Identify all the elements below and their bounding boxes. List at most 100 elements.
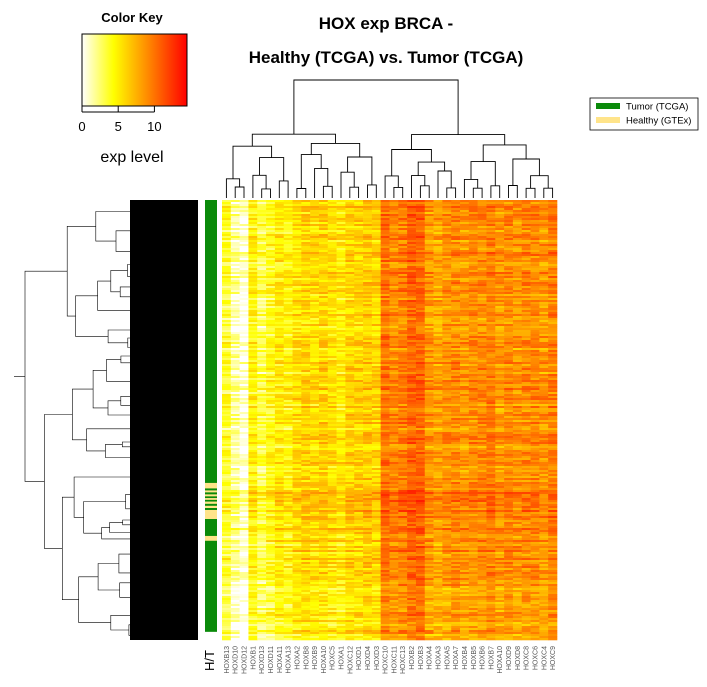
heatmap-cell bbox=[318, 514, 329, 517]
heatmap-cell bbox=[292, 596, 302, 599]
heatmap-cell bbox=[301, 402, 311, 405]
heatmap-cell bbox=[380, 440, 390, 443]
heatmap-cell bbox=[398, 212, 408, 215]
heatmap-cell bbox=[354, 582, 364, 585]
heatmap-cell bbox=[239, 634, 249, 637]
heatmap-cell bbox=[380, 308, 390, 311]
heatmap-cell bbox=[310, 428, 320, 431]
heatmap-cell bbox=[266, 278, 276, 281]
heatmap-cell bbox=[283, 306, 293, 309]
heatmap-cell bbox=[266, 372, 276, 375]
heatmap-cell bbox=[354, 486, 364, 489]
heatmap-cell bbox=[248, 400, 258, 403]
heatmap-cell bbox=[407, 482, 417, 485]
heatmap-cell bbox=[398, 604, 408, 607]
heatmap-cell bbox=[222, 370, 232, 373]
heatmap-cell bbox=[327, 620, 337, 623]
heatmap-cell bbox=[354, 506, 364, 509]
heatmap-cell bbox=[415, 334, 426, 337]
heatmap-cell bbox=[266, 634, 276, 637]
heatmap-cell bbox=[380, 494, 390, 497]
heatmap-cell bbox=[239, 372, 249, 375]
heatmap-cell bbox=[222, 388, 232, 391]
heatmap-cell bbox=[283, 394, 293, 397]
heatmap-cell bbox=[318, 544, 329, 547]
heatmap-cell bbox=[363, 410, 373, 413]
heatmap-cell bbox=[363, 258, 373, 261]
heatmap-cell bbox=[310, 514, 320, 517]
heatmap-cell bbox=[407, 234, 417, 237]
heatmap-cell bbox=[354, 458, 364, 461]
heatmap-cell bbox=[398, 288, 408, 291]
heatmap-cell bbox=[274, 632, 285, 635]
heatmap-cell bbox=[301, 248, 311, 251]
heatmap-cell bbox=[274, 450, 285, 453]
heatmap-cell bbox=[363, 430, 373, 433]
heatmap-cell bbox=[222, 288, 232, 291]
heatmap-cell bbox=[327, 388, 337, 391]
heatmap-cell bbox=[283, 404, 293, 407]
heatmap-cell bbox=[266, 216, 276, 219]
heatmap-cell bbox=[248, 392, 258, 395]
heatmap-cell bbox=[292, 548, 302, 551]
heatmap-cell bbox=[363, 594, 373, 597]
heatmap-cell bbox=[230, 428, 240, 431]
heatmap-cell bbox=[318, 572, 329, 575]
heatmap-cell bbox=[310, 238, 320, 241]
heatmap-cell bbox=[257, 450, 267, 453]
heatmap-cell bbox=[407, 430, 417, 433]
heatmap-cell bbox=[345, 490, 355, 493]
color-key-bar bbox=[81, 33, 188, 107]
heatmap-cell bbox=[363, 460, 373, 463]
heatmap-cell bbox=[222, 308, 232, 311]
heatmap-cell bbox=[274, 352, 285, 355]
heatmap-cell bbox=[266, 484, 276, 487]
heatmap-cell bbox=[301, 468, 311, 471]
heatmap-cell bbox=[274, 386, 285, 389]
heatmap-cell bbox=[380, 276, 390, 279]
heatmap-cell bbox=[292, 638, 302, 641]
heatmap-cell bbox=[398, 606, 408, 609]
heatmap-cell bbox=[398, 256, 408, 259]
heatmap-cell bbox=[407, 636, 417, 639]
heatmap-cell bbox=[327, 372, 337, 375]
heatmap-cell bbox=[318, 268, 329, 271]
heatmap-cell bbox=[389, 282, 399, 285]
heatmap-cell bbox=[318, 294, 329, 297]
heatmap-cell bbox=[248, 434, 258, 437]
heatmap-cell bbox=[257, 288, 267, 291]
heatmap-cell bbox=[266, 462, 276, 465]
heatmap-cell bbox=[389, 376, 399, 379]
heatmap-cell bbox=[266, 630, 276, 633]
heatmap-cell bbox=[292, 536, 302, 539]
heatmap-cell bbox=[354, 308, 364, 311]
heatmap-cell bbox=[327, 468, 337, 471]
heatmap-cell bbox=[380, 606, 390, 609]
heatmap-cell bbox=[415, 256, 426, 259]
heatmap-cell bbox=[301, 592, 311, 595]
heatmap-cell bbox=[327, 564, 337, 567]
heatmap-cell bbox=[266, 592, 276, 595]
heatmap-cell bbox=[301, 338, 311, 341]
heatmap-cell bbox=[398, 386, 408, 389]
heatmap-cell bbox=[354, 494, 364, 497]
heatmap-cell bbox=[327, 556, 337, 559]
heatmap-cell bbox=[398, 562, 408, 565]
heatmap-cell bbox=[389, 460, 399, 463]
heatmap-cell bbox=[371, 448, 381, 451]
heatmap-cell bbox=[257, 246, 267, 249]
heatmap-cell bbox=[345, 554, 355, 557]
heatmap-cell bbox=[248, 594, 258, 597]
heatmap-cell bbox=[230, 470, 240, 473]
heatmap-cell bbox=[371, 342, 381, 345]
heatmap-cell bbox=[230, 204, 240, 207]
heatmap-cell bbox=[248, 266, 258, 269]
heatmap-cell bbox=[266, 542, 276, 545]
heatmap-cell bbox=[389, 594, 399, 597]
heatmap-cell bbox=[266, 508, 276, 511]
heatmap-cell bbox=[222, 630, 232, 633]
heatmap-cell bbox=[257, 482, 267, 485]
heatmap-cell bbox=[301, 218, 311, 221]
heatmap-cell bbox=[336, 560, 346, 563]
heatmap-cell bbox=[248, 622, 258, 625]
